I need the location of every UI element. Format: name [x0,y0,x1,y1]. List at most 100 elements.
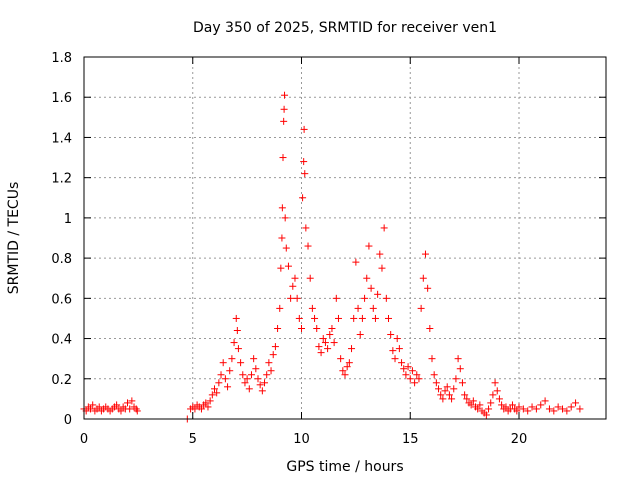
data-point [469,397,477,405]
data-point [265,359,273,367]
data-point [532,405,540,413]
data-point [452,375,460,383]
data-point [204,403,212,411]
data-point [528,403,536,411]
data-point [439,395,447,403]
data-point [228,355,236,363]
data-point [411,379,419,387]
data-point [341,371,349,379]
data-point [513,407,521,415]
data-point [234,345,242,353]
data-point [133,407,141,415]
data-point [474,405,482,413]
data-point [400,365,408,373]
data-point [419,274,427,282]
x-tick-label: 20 [511,432,528,447]
data-point [261,379,269,387]
data-point [454,355,462,363]
data-point [313,325,321,332]
data-point [191,405,199,413]
data-point [491,379,499,387]
data-point [281,214,289,222]
data-point [445,391,453,399]
data-point [519,405,527,413]
data-point [476,401,484,409]
data-point [458,379,466,387]
data-point [350,314,358,322]
data-point [226,367,234,375]
data-point [276,304,284,312]
data-point [361,294,369,302]
data-point [456,365,464,373]
data-point [385,314,392,322]
data-point [421,250,429,258]
data-point [404,363,412,371]
data-point [426,325,434,332]
data-point [337,355,345,363]
data-point [254,375,262,383]
data-point [448,395,456,403]
data-point [493,387,501,395]
data-points [80,91,584,423]
x-tick-label: 0 [80,432,88,447]
y-tick-label: 0 [64,413,72,428]
data-point [287,294,295,302]
data-point [217,371,225,379]
data-point [300,158,308,166]
data-point [232,314,240,322]
x-tick-label: 10 [293,432,310,447]
data-point [95,403,103,411]
data-point [239,371,247,379]
data-point [208,391,216,399]
data-point [343,363,351,371]
data-point [376,250,384,258]
data-point [321,339,329,347]
data-point [461,391,469,399]
y-tick-label: 1 [64,212,72,227]
grid [84,57,606,419]
data-point [391,355,399,363]
data-point [537,401,545,409]
data-point [363,274,371,282]
data-point [293,294,301,302]
data-point [202,399,210,407]
data-point [524,407,532,415]
data-point [563,407,571,415]
data-point [345,359,353,367]
data-point [243,375,251,383]
x-tick-label: 15 [402,432,419,447]
data-point [334,314,342,322]
data-point [398,359,406,367]
data-point [408,367,416,375]
data-point [306,274,314,282]
data-point [230,339,238,347]
data-point [441,387,449,395]
data-point [280,117,288,125]
data-point [298,325,305,332]
data-point [206,397,214,405]
data-point [224,383,232,391]
data-point [247,371,255,379]
data-point [545,405,553,413]
data-point [380,224,388,232]
data-point [282,244,290,252]
data-point [435,385,443,393]
data-point [211,385,218,393]
data-point [304,242,312,250]
x-tick-label: 5 [189,432,197,447]
data-point [281,91,289,99]
y-tick-label: 0.8 [51,252,72,267]
data-point [219,359,227,367]
y-tick-label: 0.6 [51,292,72,307]
data-point [550,407,558,415]
data-point [354,304,362,312]
y-tick-label: 0.2 [51,373,72,388]
data-point [430,371,438,379]
data-point [369,304,377,312]
data-point [541,397,549,405]
y-tick-label: 0.4 [51,333,72,348]
data-point [324,345,332,353]
data-point [280,105,288,113]
